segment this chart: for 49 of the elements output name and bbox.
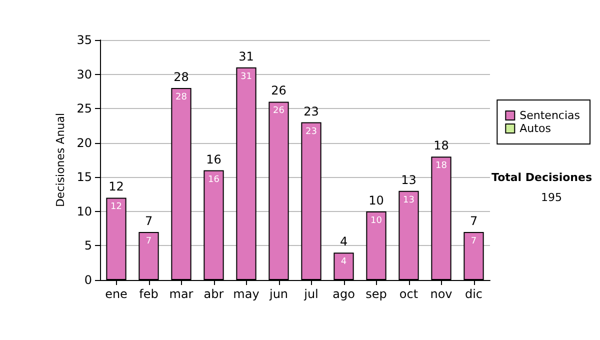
data-label: 10 <box>370 216 382 226</box>
x-tick-label: oct <box>399 287 418 301</box>
data-label: 28 <box>176 92 188 102</box>
total-label: 7 <box>470 214 478 228</box>
total-label: 4 <box>340 234 348 249</box>
x-tick-label: nov <box>430 287 452 301</box>
data-label: 12 <box>110 202 122 212</box>
total-label: 12 <box>108 180 124 194</box>
text: 195 <box>541 191 562 204</box>
data-label: 23 <box>306 126 317 137</box>
total-label: 28 <box>174 70 189 84</box>
y-tick-label: 15 <box>76 170 92 184</box>
x-tick-label: ene <box>105 287 128 301</box>
y-axis-title: Decisiones Anual <box>54 112 67 208</box>
total-label: 26 <box>271 84 286 98</box>
y-tick-label: 35 <box>76 33 92 47</box>
x-tick-label: ago <box>332 287 355 301</box>
total-label: 18 <box>434 138 449 153</box>
total-label: 16 <box>206 152 222 166</box>
x-tick-label: dic <box>464 287 483 301</box>
data-label: 16 <box>208 174 220 185</box>
data-label: 26 <box>273 106 285 116</box>
data-label: 31 <box>240 72 252 82</box>
total-label: 7 <box>144 214 153 228</box>
total-label: 23 <box>304 104 319 118</box>
data-label: 13 <box>403 195 414 206</box>
data-label: 7 <box>470 236 477 246</box>
data-label: 7 <box>146 236 152 246</box>
y-tick-label: 0 <box>84 273 92 287</box>
x-tick-label: feb <box>139 287 158 301</box>
text: Total Decisiones <box>492 171 592 184</box>
x-tick-label: jul <box>303 287 318 301</box>
x-tick-label: jun <box>268 287 288 301</box>
data-label: 4 <box>340 257 347 268</box>
y-tick-label: 10 <box>76 204 92 218</box>
total-label: 13 <box>401 172 416 187</box>
y-tick-label: 25 <box>76 102 92 116</box>
x-tick-label: sep <box>366 287 387 301</box>
x-tick-label: mar <box>169 287 194 301</box>
data-label: 18 <box>436 161 448 172</box>
y-tick-label: 20 <box>76 136 92 150</box>
y-tick-label: 5 <box>84 238 92 253</box>
x-tick-label: abr <box>204 287 224 301</box>
legend-label: Autos <box>520 122 552 135</box>
legend-label: Sentencias <box>520 109 580 122</box>
total-label: 31 <box>238 49 254 64</box>
x-tick-label: may <box>233 287 260 301</box>
y-tick-label: 30 <box>76 67 92 82</box>
total-label: 10 <box>368 193 384 208</box>
